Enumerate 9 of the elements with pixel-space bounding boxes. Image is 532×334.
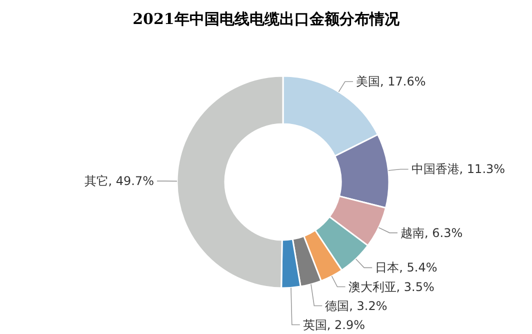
- slice-label: 澳大利亚, 3.5%: [348, 280, 434, 294]
- slice-label: 德国, 3.2%: [325, 298, 388, 313]
- slice-label: 越南, 6.3%: [400, 226, 463, 240]
- slice-label: 日本, 5.4%: [375, 260, 438, 275]
- slice-label: 英国, 2.9%: [302, 318, 366, 332]
- slice-label: 中国香港, 11.3%: [411, 162, 506, 176]
- slice-label: 其它, 49.7%: [84, 174, 154, 188]
- slice-label: 美国, 17.6%: [356, 74, 426, 89]
- chart-title: 2021年中国电线电缆出口金额分布情况: [132, 10, 400, 28]
